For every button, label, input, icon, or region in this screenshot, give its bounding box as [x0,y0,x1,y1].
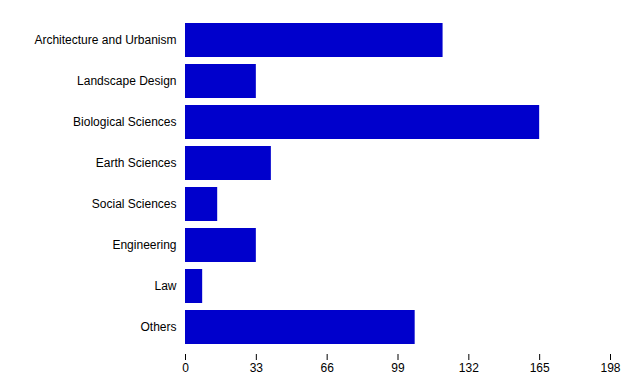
svg-text:165: 165 [530,361,550,375]
svg-text:Social Sciences: Social Sciences [92,197,177,211]
svg-text:66: 66 [320,361,334,375]
svg-text:Law: Law [154,279,176,293]
svg-text:Landscape Design: Landscape Design [77,74,176,88]
svg-text:Others: Others [140,320,176,334]
svg-text:99: 99 [391,361,405,375]
svg-text:0: 0 [182,361,189,375]
svg-text:Engineering: Engineering [112,238,176,252]
svg-text:Earth Sciences: Earth Sciences [96,156,177,170]
svg-text:Biological Sciences: Biological Sciences [73,115,176,129]
svg-text:33: 33 [250,361,264,375]
svg-text:Architecture and Urbanism: Architecture and Urbanism [34,33,176,47]
svg-text:198: 198 [600,361,620,375]
svg-text:132: 132 [459,361,479,375]
